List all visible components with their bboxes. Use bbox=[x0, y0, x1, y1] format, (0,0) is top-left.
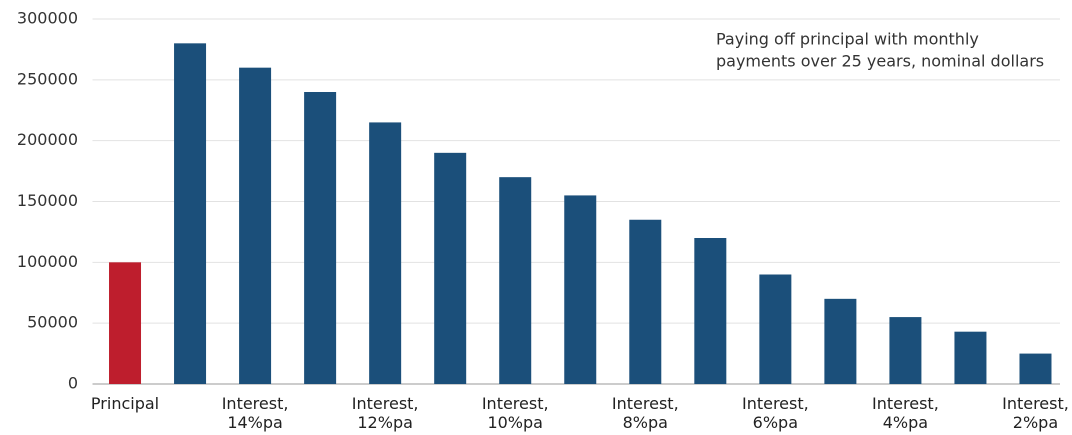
x-tick-label: Principal bbox=[90, 394, 160, 413]
bar bbox=[499, 177, 532, 384]
bar bbox=[564, 195, 597, 384]
x-tick-label: Interest, 8%pa bbox=[611, 394, 679, 432]
x-tick-label: Interest, 2%pa bbox=[1002, 394, 1069, 432]
y-tick-label: 50000 bbox=[27, 313, 78, 332]
bar bbox=[434, 152, 467, 384]
bar bbox=[1019, 353, 1052, 384]
y-tick-label: 250000 bbox=[17, 69, 78, 88]
bar bbox=[629, 219, 662, 384]
bar bbox=[369, 122, 402, 385]
annotation: payments over 25 years, nominal dollars bbox=[716, 52, 1044, 71]
y-tick-label: 200000 bbox=[17, 130, 78, 149]
bar bbox=[824, 298, 857, 384]
bar bbox=[304, 92, 337, 384]
y-tick-label: 0 bbox=[68, 374, 78, 393]
bar bbox=[694, 238, 727, 384]
x-tick-label: Interest, 12%pa bbox=[351, 394, 419, 432]
bar bbox=[759, 274, 792, 384]
bar bbox=[174, 43, 207, 384]
annotation: Paying off principal with monthly bbox=[716, 30, 979, 49]
bar bbox=[109, 262, 142, 384]
x-tick-label: Interest, 4%pa bbox=[872, 394, 939, 432]
bar bbox=[239, 67, 272, 385]
bar bbox=[954, 331, 987, 384]
x-tick-label: Interest, 14%pa bbox=[221, 394, 289, 432]
y-tick-label: 100000 bbox=[17, 252, 78, 271]
y-tick-label: 150000 bbox=[17, 191, 78, 210]
bar bbox=[889, 317, 922, 384]
x-tick-label: Interest, 10%pa bbox=[481, 394, 549, 432]
x-tick-label: Interest, 6%pa bbox=[741, 394, 809, 432]
y-tick-label: 300000 bbox=[17, 9, 78, 28]
